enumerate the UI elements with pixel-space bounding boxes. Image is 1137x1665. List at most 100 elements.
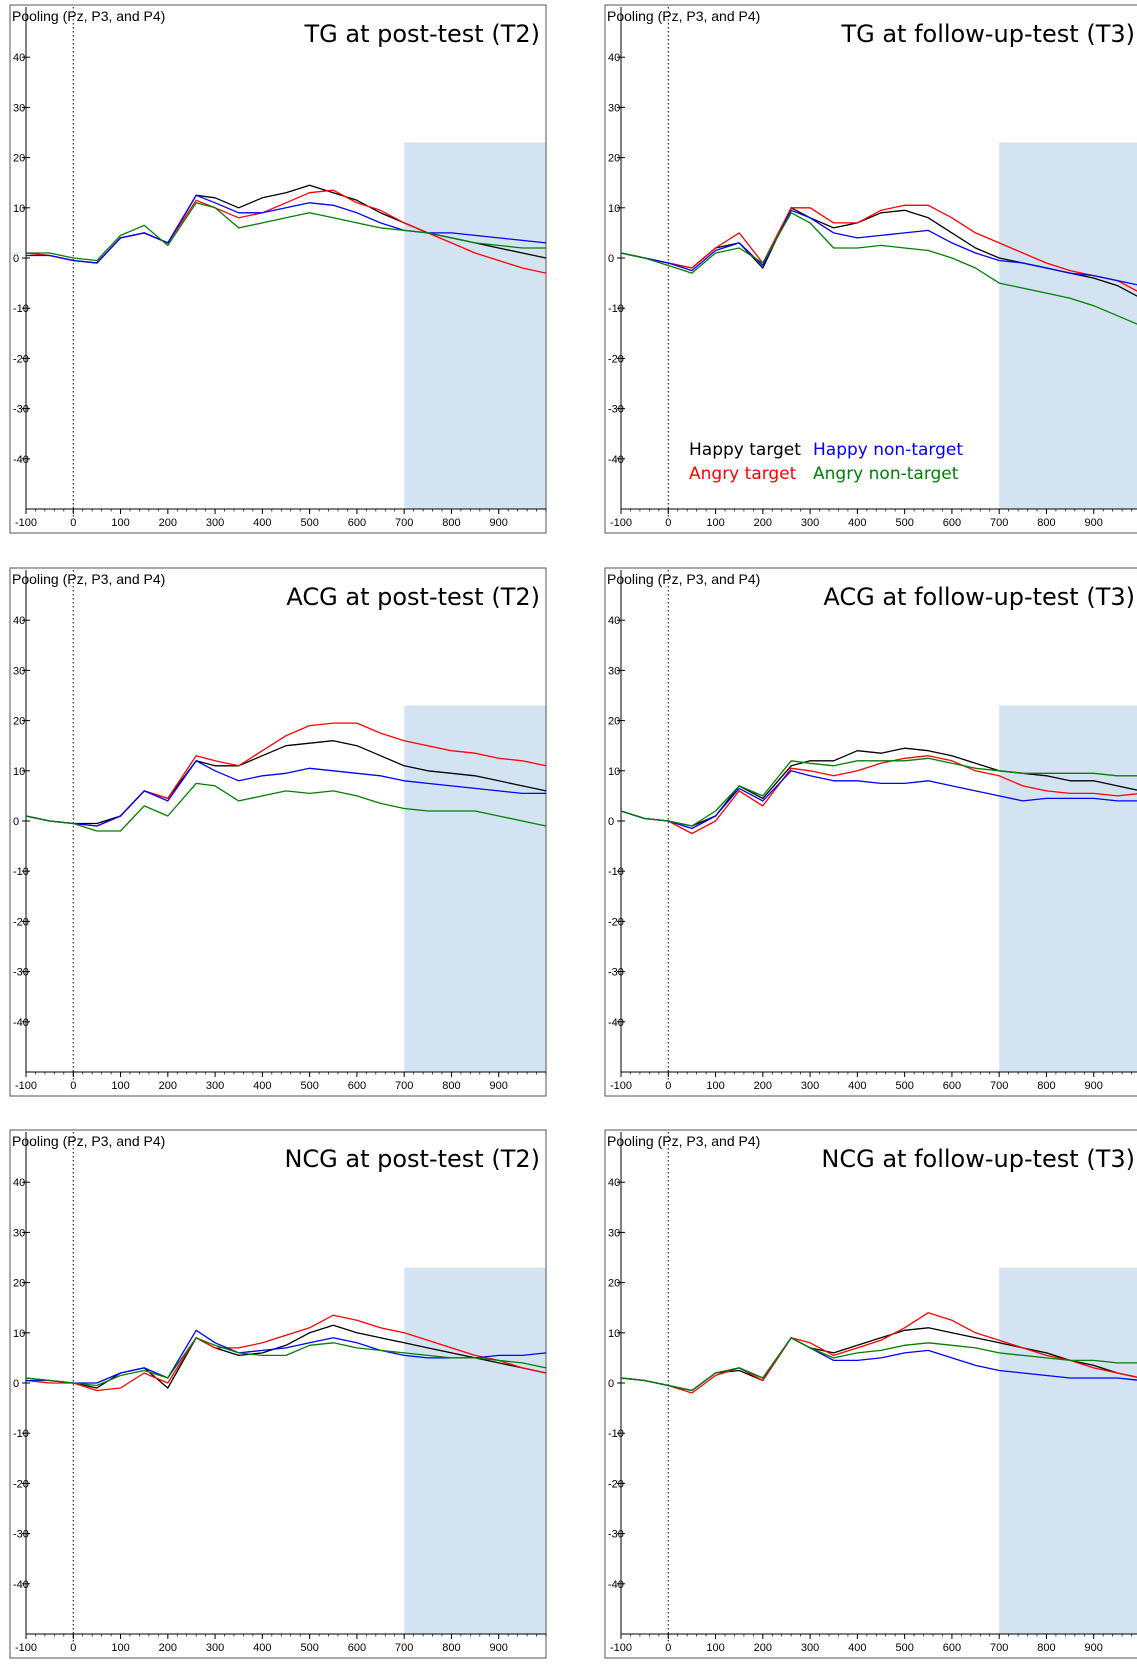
y-tick-label: -40 (608, 1017, 624, 1029)
series-line-angry-non-target (620, 1337, 1137, 1392)
x-tick-label: 800 (442, 1642, 460, 1654)
y-tick-label: -20 (608, 916, 624, 928)
x-tick-label: 700 (990, 517, 1008, 529)
y-tick-label: -40 (608, 1579, 624, 1591)
y-tick-label: -30 (608, 967, 624, 979)
series-line-happy-non-target (26, 194, 547, 264)
x-tick-label: 500 (300, 517, 318, 529)
y-tick-label: 20 (608, 716, 620, 728)
x-tick-label: 200 (159, 1642, 177, 1654)
panel-header: Pooling (Pz, P3, and P4) (12, 571, 165, 587)
y-tick-label: 40 (13, 615, 25, 627)
x-tick-label: 700 (990, 1642, 1008, 1654)
y-tick-label: 20 (608, 1278, 620, 1290)
x-tick-label: 200 (754, 517, 772, 529)
x-tick-label: 0 (665, 517, 671, 529)
y-tick-label: -10 (608, 303, 624, 315)
panel-frame (604, 1129, 1137, 1659)
panel-header: Pooling (Pz, P3, and P4) (607, 8, 760, 24)
x-tick-label: 300 (206, 1080, 224, 1092)
panel-title: NCG at post-test (T2) (284, 1145, 540, 1173)
y-tick-label: -10 (13, 866, 29, 878)
x-tick-label: 300 (801, 1642, 819, 1654)
x-tick-label: 100 (111, 1080, 129, 1092)
y-tick-label: -10 (13, 303, 29, 315)
x-tick-label: 800 (1037, 1080, 1055, 1092)
series-line-happy-target (25, 1324, 547, 1389)
x-tick-label: 0 (70, 1080, 76, 1092)
series-line-angry-target (620, 1312, 1137, 1394)
y-tick-label: 0 (608, 1378, 614, 1390)
x-tick-label: 500 (895, 517, 913, 529)
series-line-angry-non-target (25, 1337, 547, 1387)
x-tick-label: 100 (111, 517, 129, 529)
analysis-window-shade (999, 705, 1137, 1072)
panel-frame (9, 1129, 547, 1659)
y-tick-label: 0 (608, 816, 614, 828)
x-tick-label: 400 (253, 1080, 271, 1092)
legend-entry: Happy non-target (813, 440, 963, 460)
series-line-happy-target (25, 740, 547, 825)
series-line-angry-non-target (25, 782, 547, 832)
panel-header: Pooling (Pz, P3, and P4) (607, 571, 760, 587)
y-tick-label: 30 (13, 102, 25, 114)
x-tick-label: 200 (159, 517, 177, 529)
panel-title: TG at post-test (T2) (304, 20, 541, 48)
x-tick-label: 400 (848, 1080, 866, 1092)
panel-title: ACG at post-test (T2) (286, 583, 540, 611)
x-tick-label: 900 (1085, 517, 1103, 529)
legend-entry: Angry non-target (813, 464, 959, 484)
y-tick-label: -20 (13, 1478, 29, 1490)
y-tick-label: -30 (13, 404, 29, 416)
x-tick-label: 0 (665, 1080, 671, 1092)
y-tick-label: 10 (13, 1328, 25, 1340)
panel-frame (9, 567, 547, 1097)
x-tick-label: 600 (348, 1080, 366, 1092)
series-line-angry-non-target (620, 212, 1137, 325)
series-line-angry-target (620, 204, 1137, 292)
analysis-window-shade (404, 1267, 546, 1634)
y-tick-label: -20 (608, 1478, 624, 1490)
panel-frame (604, 4, 1137, 534)
x-tick-label: 500 (895, 1642, 913, 1654)
y-tick-label: -20 (608, 353, 624, 365)
y-tick-label: 10 (608, 766, 620, 778)
y-tick-label: 30 (608, 665, 620, 677)
x-tick-label: 600 (943, 1642, 961, 1654)
y-tick-label: 0 (13, 816, 19, 828)
x-tick-label: 300 (801, 1080, 819, 1092)
y-tick-label: 30 (608, 102, 620, 114)
y-tick-label: 10 (608, 1328, 620, 1340)
series-line-angry-target (25, 1314, 547, 1392)
x-tick-label: 600 (943, 517, 961, 529)
x-tick-label: 100 (706, 1080, 724, 1092)
x-tick-label: 700 (395, 1642, 413, 1654)
x-tick-label: 500 (300, 1080, 318, 1092)
analysis-window-shade (999, 142, 1137, 510)
series-line-angry-non-target (620, 757, 1137, 827)
y-tick-label: 20 (13, 716, 25, 728)
y-tick-label: 20 (13, 1278, 25, 1290)
x-tick-label: 500 (895, 1080, 913, 1092)
x-tick-label: 600 (348, 1642, 366, 1654)
y-tick-label: 10 (13, 766, 25, 778)
x-tick-label: 0 (70, 517, 76, 529)
panel-frame (604, 567, 1137, 1097)
series-line-happy-non-target (25, 760, 546, 827)
x-tick-label: -100 (15, 1642, 37, 1654)
y-tick-label: 20 (608, 153, 620, 165)
panel-title: NCG at follow-up-test (T3) (821, 1145, 1135, 1173)
x-tick-label: 800 (1037, 517, 1055, 529)
legend-entry: Angry target (689, 464, 797, 484)
y-tick-label: 40 (608, 52, 620, 64)
x-tick-label: 0 (70, 1642, 76, 1654)
y-tick-label: 0 (13, 1378, 19, 1390)
x-tick-label: 700 (990, 1080, 1008, 1092)
y-tick-label: 10 (608, 203, 620, 215)
series-line-angry-target (620, 755, 1137, 835)
panel-frame (9, 4, 547, 534)
